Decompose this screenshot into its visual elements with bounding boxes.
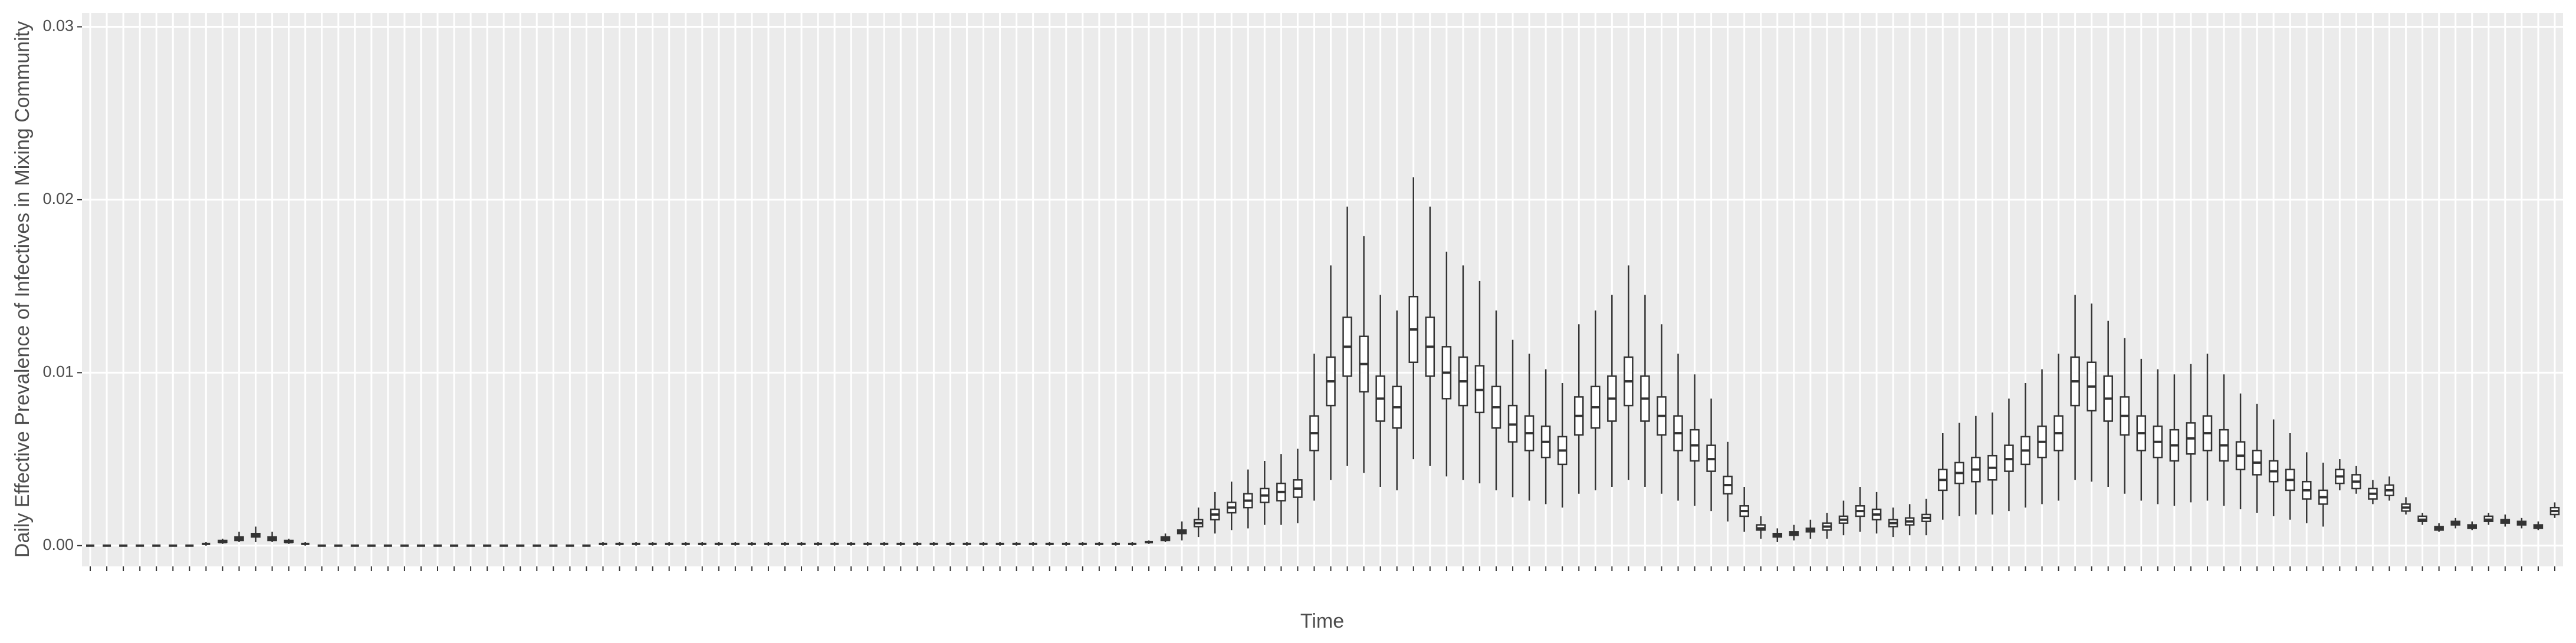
y-tick-label: 0.03	[42, 17, 74, 35]
axes: 0.00 0.01 0.02 0.03	[42, 17, 2555, 571]
plot-panel	[82, 13, 2563, 566]
y-axis-title: Daily Effective Prevalence of Infectives…	[11, 21, 34, 558]
y-tick-label: 0.00	[42, 536, 74, 553]
x-axis-title: Time	[1300, 610, 1344, 632]
y-tick-label: 0.02	[42, 190, 74, 207]
y-tick-label: 0.01	[42, 362, 74, 380]
boxes	[86, 177, 2560, 547]
